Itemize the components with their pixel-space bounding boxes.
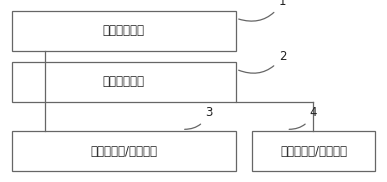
Text: 单电池组充/放电单元: 单电池组充/放电单元 xyxy=(280,145,347,158)
Text: 4: 4 xyxy=(289,106,317,129)
Bar xyxy=(12,131,236,171)
Text: 1: 1 xyxy=(239,0,286,21)
Text: 第二判断单元: 第二判断单元 xyxy=(103,75,145,88)
Bar xyxy=(12,11,236,51)
Bar xyxy=(252,131,375,171)
Text: 3: 3 xyxy=(185,106,212,129)
Text: 2: 2 xyxy=(239,50,286,73)
Text: 多电池组充/放电单元: 多电池组充/放电单元 xyxy=(90,145,158,158)
Bar xyxy=(12,62,236,102)
Text: 第一判断单元: 第一判断单元 xyxy=(103,24,145,37)
